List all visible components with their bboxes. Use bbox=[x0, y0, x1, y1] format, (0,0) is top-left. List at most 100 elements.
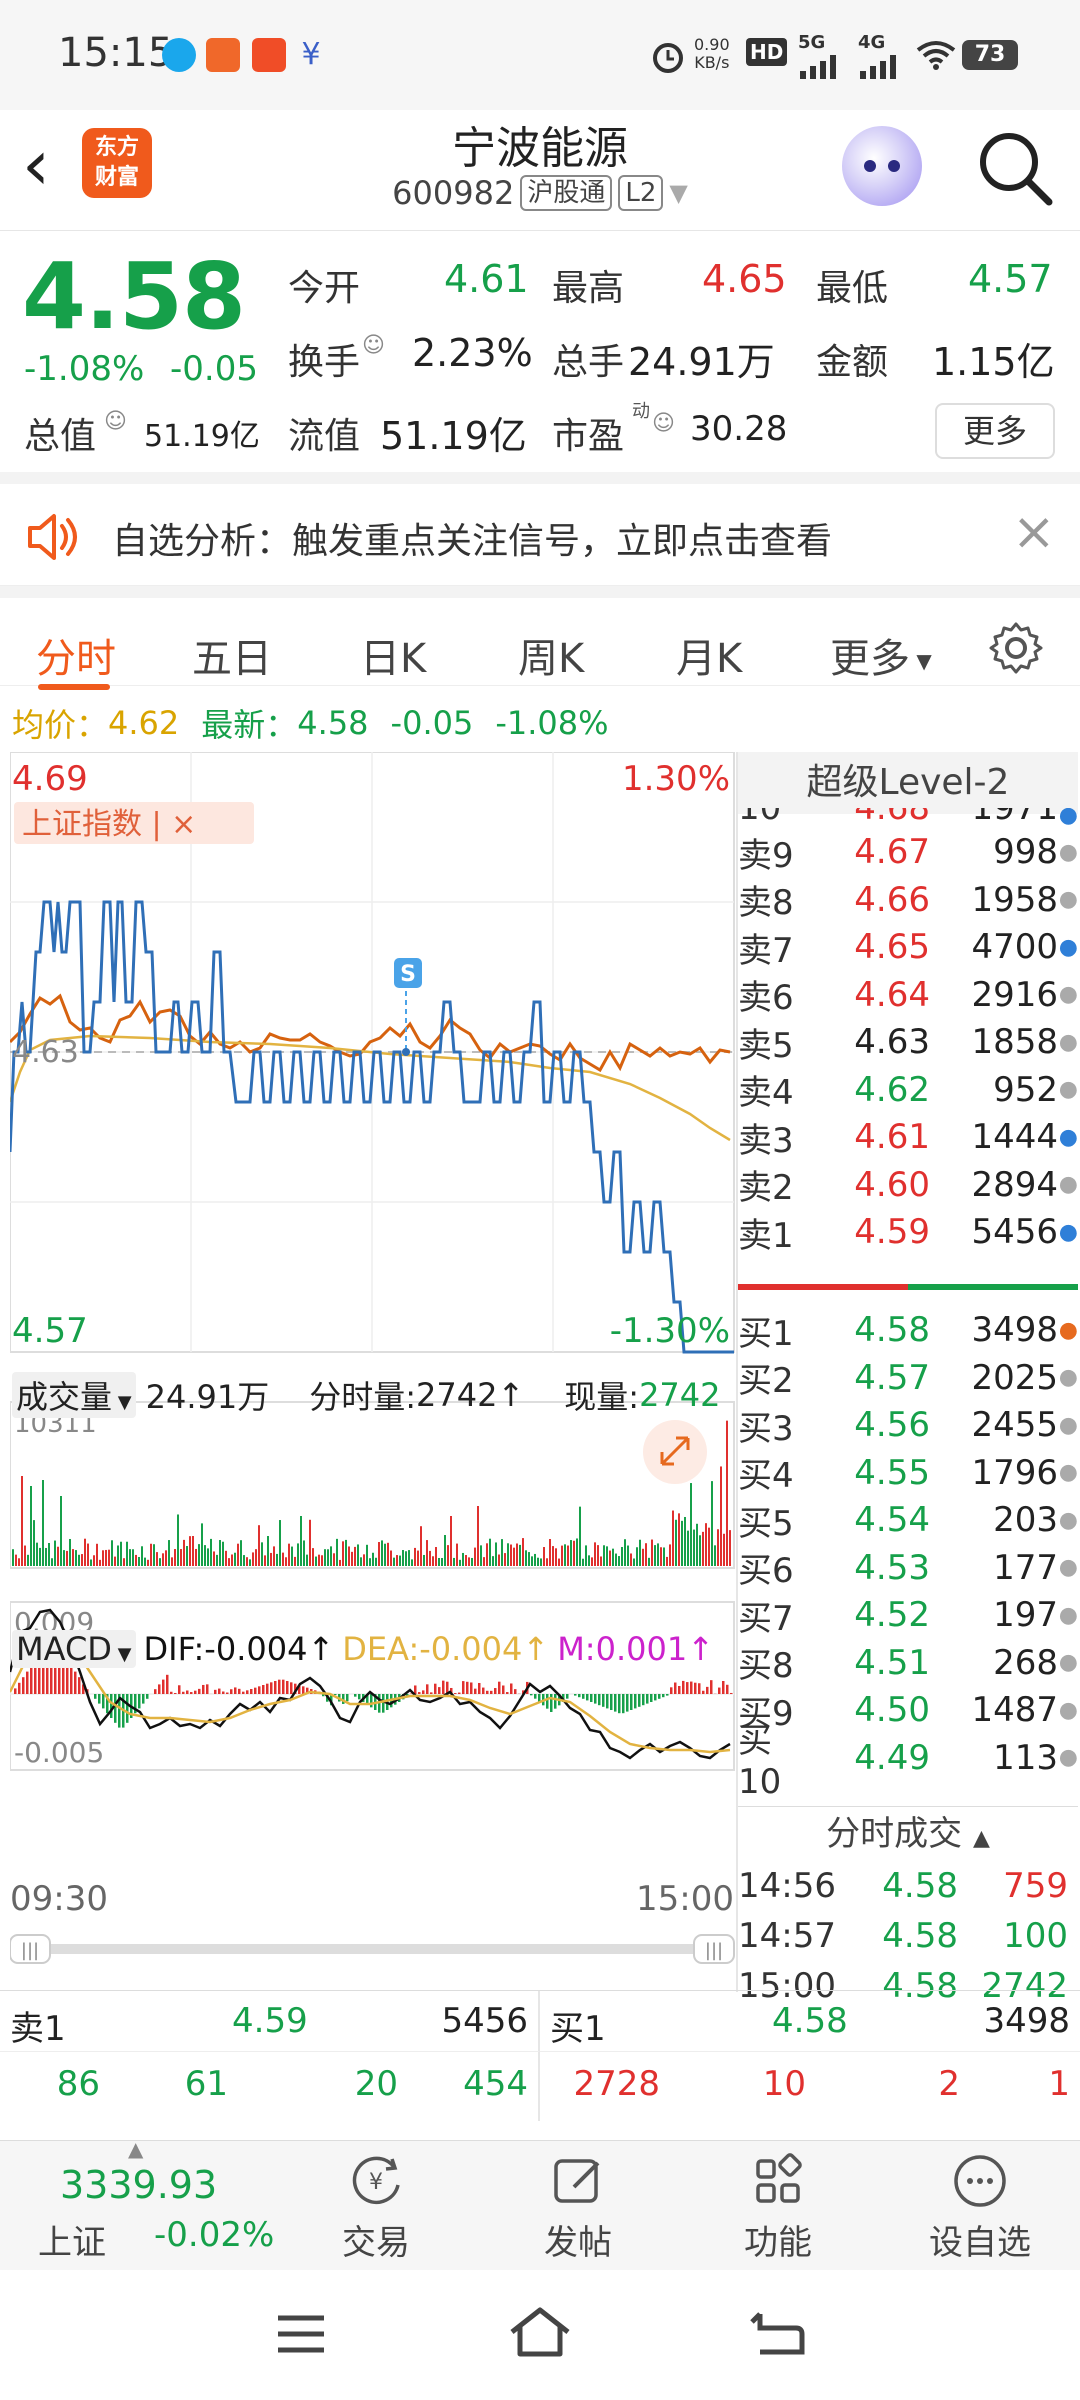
volume-bar bbox=[288, 1543, 290, 1566]
macd-bar bbox=[454, 1693, 457, 1694]
robot-assistant-icon[interactable] bbox=[842, 126, 922, 206]
sell-order-row[interactable]: 卖1 4.59 5456 ● bbox=[738, 1208, 1078, 1256]
buy-order-row[interactable]: 买3 4.56 2455 ● bbox=[738, 1401, 1078, 1449]
low-label: 最低 bbox=[816, 268, 889, 309]
market-cap-info-icon[interactable]: ☺ bbox=[104, 409, 127, 434]
nav-functions-label: 功能 bbox=[744, 2223, 812, 2263]
macd-bar bbox=[590, 1694, 593, 1702]
buy-order-row[interactable]: 买9 4.50 1487 ● bbox=[738, 1686, 1078, 1734]
intraday-chart[interactable]: S 4.69 4.63 4.57 1.30% -1.30% 上证指数 | × 1… bbox=[10, 752, 735, 1972]
more-button[interactable]: 更多 bbox=[935, 403, 1055, 459]
order-label: 卖1 bbox=[738, 1215, 794, 1256]
tab-monthly-k[interactable]: 月K bbox=[676, 636, 743, 682]
volume-bar bbox=[396, 1555, 398, 1566]
macd-bar bbox=[66, 1660, 69, 1694]
macd-bar bbox=[658, 1694, 661, 1699]
volume-bar bbox=[303, 1540, 305, 1566]
close-icon[interactable]: × bbox=[1012, 502, 1056, 562]
volume-bar bbox=[78, 1554, 80, 1566]
macd-bar bbox=[530, 1694, 533, 1696]
volume-bar bbox=[36, 1542, 38, 1566]
app-logo[interactable]: 东方 财富 bbox=[82, 128, 152, 198]
volume-bar bbox=[639, 1539, 641, 1566]
volume-bar bbox=[483, 1557, 485, 1566]
caret-up-icon: ▲ bbox=[972, 1826, 990, 1851]
macd-bar bbox=[474, 1688, 477, 1694]
sell-detail-value: 61 bbox=[184, 2064, 228, 2104]
pe-info-icon[interactable]: ☺ bbox=[652, 411, 675, 436]
tab-five-day[interactable]: 五日 bbox=[192, 636, 272, 682]
macd-bar bbox=[586, 1694, 589, 1701]
macd-bar bbox=[298, 1685, 301, 1694]
sell-order-row[interactable]: 卖6 4.64 2916 ● bbox=[738, 971, 1078, 1019]
gear-icon[interactable] bbox=[988, 620, 1044, 676]
buy-order-row[interactable]: 买5 4.54 203 ● bbox=[738, 1496, 1078, 1544]
sell-order-row[interactable]: 卖9 4.67 998 ● bbox=[738, 828, 1078, 876]
macd-selector[interactable]: MACD ▼ bbox=[12, 1630, 136, 1668]
macd-bar bbox=[422, 1690, 425, 1694]
tab-weekly-k[interactable]: 周K bbox=[518, 636, 585, 682]
buy-order-row[interactable]: 买7 4.52 197 ● bbox=[738, 1591, 1078, 1639]
sell-order-row[interactable]: 卖7 4.65 4700 ● bbox=[738, 923, 1078, 971]
buy-order-row[interactable]: 买10 4.49 113 ● bbox=[738, 1721, 1078, 1802]
turnover-info-icon[interactable]: ☺ bbox=[362, 333, 385, 358]
level2-title[interactable]: 超级Level-2 bbox=[738, 752, 1078, 814]
volume-bar bbox=[585, 1545, 587, 1566]
stock-code-row[interactable]: 600982 沪股通 L2 ▼ bbox=[0, 174, 1080, 212]
volume-bar bbox=[471, 1557, 473, 1566]
volume-bar bbox=[474, 1547, 476, 1566]
macd-bar bbox=[238, 1688, 241, 1694]
volume-bar bbox=[720, 1466, 722, 1566]
tab-more[interactable]: 更多 ▼ bbox=[830, 626, 932, 684]
macd-bar bbox=[710, 1680, 713, 1694]
volume-bar bbox=[492, 1556, 494, 1566]
buy-order-row[interactable]: 买2 4.57 2025 ● bbox=[738, 1354, 1078, 1402]
svg-text:¥: ¥ bbox=[369, 2170, 383, 2195]
pct-bottom-label: -1.30% bbox=[610, 1311, 730, 1351]
signal-4g-label: 4G bbox=[858, 32, 886, 53]
menu-icon[interactable] bbox=[276, 2312, 326, 2356]
order-label: 卖5 bbox=[738, 1025, 794, 1066]
sell-order-row[interactable]: 卖8 4.66 1958 ● bbox=[738, 876, 1078, 924]
macd-bar bbox=[594, 1694, 597, 1704]
home-icon[interactable] bbox=[508, 2306, 572, 2358]
nav-functions[interactable]: 功能 bbox=[708, 2151, 848, 2264]
macd-bar bbox=[38, 1654, 41, 1694]
buy-order-row[interactable]: 买1 4.58 3498 ● bbox=[738, 1306, 1078, 1354]
volume-bar bbox=[693, 1529, 695, 1566]
sell-order-row[interactable]: 卖3 4.61 1444 ● bbox=[738, 1113, 1078, 1161]
nav-post[interactable]: 发帖 bbox=[508, 2151, 648, 2264]
sell-order-row[interactable]: 卖4 4.62 952 ● bbox=[738, 1066, 1078, 1114]
sell-order-row[interactable]: 卖2 4.60 2894 ● bbox=[738, 1161, 1078, 1209]
volume-bar bbox=[96, 1543, 98, 1566]
sell-order-row[interactable]: 卖5 4.63 1858 ● bbox=[738, 1018, 1078, 1066]
nav-add-watchlist[interactable]: 设自选 bbox=[910, 2151, 1050, 2264]
buy-order-row[interactable]: 买8 4.51 268 ● bbox=[738, 1639, 1078, 1687]
tab-intraday[interactable]: 分时 bbox=[36, 636, 116, 682]
volume-header-row: 成交量 ▼ 24.91万 分时量: 2742↑ 现量: 2742 bbox=[12, 1372, 721, 1418]
index-ticker[interactable]: ▲ 3339.93 上证 -0.02% bbox=[0, 2137, 290, 2271]
buy-order-row[interactable]: 买4 4.55 1796 ● bbox=[738, 1449, 1078, 1497]
avg-value: 4.62 bbox=[108, 704, 180, 742]
tab-daily-k[interactable]: 日K bbox=[360, 636, 427, 682]
volume-bar bbox=[612, 1548, 614, 1566]
back-nav-icon[interactable] bbox=[750, 2308, 806, 2356]
notice-bar[interactable]: 自选分析：触发重点关注信号，立即点击查看 × bbox=[0, 472, 1080, 586]
search-icon[interactable] bbox=[975, 128, 1055, 208]
macd-bar bbox=[382, 1694, 385, 1713]
volume-bar bbox=[135, 1554, 137, 1566]
volume-selector[interactable]: 成交量 ▼ bbox=[12, 1372, 136, 1418]
macd-bar bbox=[674, 1682, 677, 1694]
order-volume: 952 bbox=[993, 1069, 1058, 1110]
volume-bar bbox=[615, 1553, 617, 1566]
volume-bar bbox=[63, 1550, 65, 1566]
back-icon[interactable]: ‹ bbox=[22, 124, 50, 206]
trade-volume: 759 bbox=[1003, 1866, 1068, 1906]
volume-bar bbox=[651, 1539, 653, 1566]
notice-text: 自选分析：触发重点关注信号，立即点击查看 bbox=[112, 521, 833, 562]
nav-trade[interactable]: ¥ 交易 bbox=[306, 2151, 446, 2264]
trades-title[interactable]: 分时成交 ▲ bbox=[738, 1806, 1078, 1860]
sell1-summary: 卖1 4.59 5456 bbox=[0, 1991, 540, 2051]
buy-order-row[interactable]: 买6 4.53 177 ● bbox=[738, 1544, 1078, 1592]
volume-bar bbox=[102, 1550, 104, 1566]
